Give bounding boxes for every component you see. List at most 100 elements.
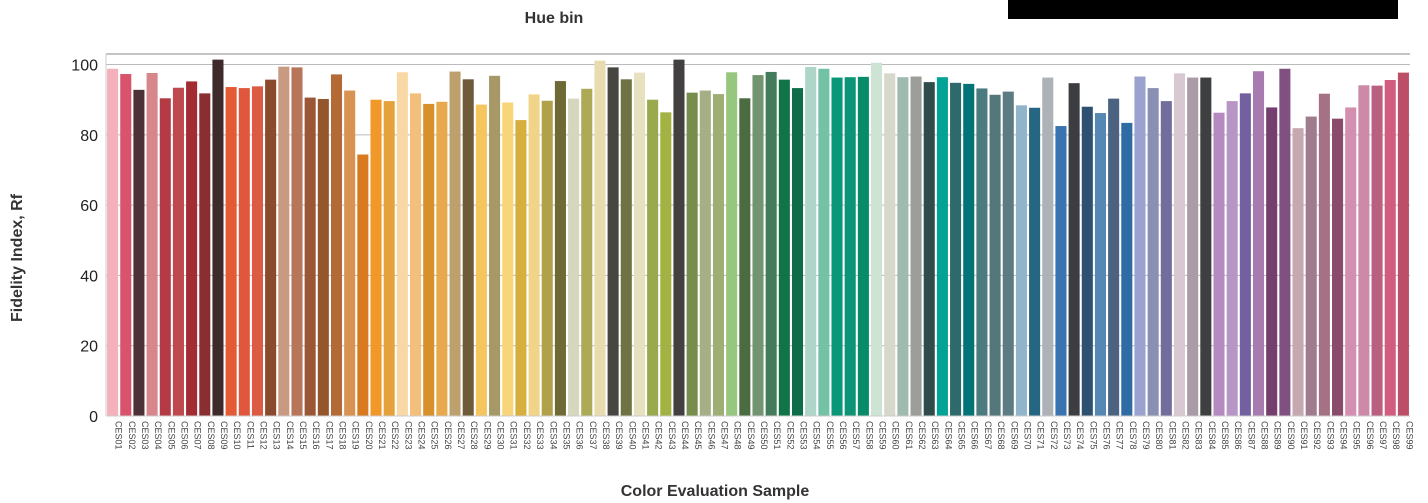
bar-ces95 bbox=[1345, 107, 1357, 416]
bar-ces22 bbox=[383, 101, 395, 416]
x-tick-label: CES12 bbox=[258, 421, 268, 450]
bar-ces50 bbox=[752, 75, 764, 417]
x-tick-label: CES48 bbox=[733, 421, 743, 450]
bar-ces06 bbox=[172, 87, 184, 416]
x-tick-label: CES37 bbox=[588, 421, 598, 450]
bar-ces77 bbox=[1108, 98, 1120, 416]
bar-ces83 bbox=[1187, 77, 1199, 416]
x-tick-label: CES32 bbox=[522, 421, 532, 450]
bar-ces14 bbox=[278, 66, 290, 416]
x-tick-label: CES66 bbox=[970, 421, 980, 450]
bar-ces74 bbox=[1068, 83, 1080, 417]
x-tick-label: CES45 bbox=[693, 421, 703, 450]
x-tick-label: CES59 bbox=[878, 421, 888, 450]
x-tick-label: CES09 bbox=[219, 421, 229, 450]
bar-ces44 bbox=[673, 59, 685, 417]
x-tick-label: CES31 bbox=[509, 421, 519, 450]
bar-ces18 bbox=[330, 74, 343, 417]
x-tick-label: CES01 bbox=[114, 421, 124, 450]
bar-ces56 bbox=[831, 77, 843, 416]
bar-ces01 bbox=[107, 68, 119, 416]
bar-ces32 bbox=[515, 120, 527, 416]
bar-ces85 bbox=[1213, 112, 1225, 416]
x-tick-labels: CES01 CES02 CES03 CES04 CES05 CES06 CES07 CES08… bbox=[114, 421, 1415, 450]
bar-ces31 bbox=[502, 102, 514, 416]
x-tick-label: CES67 bbox=[983, 421, 993, 450]
bar-ces84 bbox=[1200, 77, 1212, 416]
bar-ces76 bbox=[1094, 113, 1106, 416]
bar-ces25 bbox=[423, 103, 435, 416]
x-tick-label: CES96 bbox=[1365, 421, 1375, 450]
bar-ces48 bbox=[726, 72, 738, 416]
legend-box bbox=[1008, 0, 1398, 19]
x-tick-label: CES71 bbox=[1036, 421, 1046, 450]
chart-title: Hue bin bbox=[525, 10, 584, 27]
bar-ces38 bbox=[594, 60, 606, 416]
x-tick-label: CES69 bbox=[1009, 421, 1019, 450]
x-tick-label: CES14 bbox=[285, 421, 295, 450]
x-tick-label: CES25 bbox=[430, 421, 440, 450]
x-tick-label: CES86 bbox=[1233, 421, 1243, 450]
bar-ces20 bbox=[357, 154, 369, 416]
x-tick-label: CES75 bbox=[1088, 421, 1098, 450]
x-tick-label: CES44 bbox=[680, 421, 690, 450]
x-tick-label: CES93 bbox=[1325, 421, 1335, 450]
x-tick-label: CES30 bbox=[496, 421, 506, 450]
x-tick-label: CES77 bbox=[1115, 421, 1125, 450]
bar-ces87 bbox=[1239, 93, 1251, 417]
y-tick-label: 20 bbox=[80, 339, 98, 356]
x-tick-label: CES80 bbox=[1154, 421, 1164, 450]
x-tick-label: CES11 bbox=[245, 421, 255, 449]
x-tick-label: CES58 bbox=[864, 421, 874, 450]
x-tick-label: CES17 bbox=[324, 421, 334, 450]
bar-ces94 bbox=[1332, 118, 1344, 416]
bar-ces66 bbox=[963, 83, 975, 417]
x-tick-label: CES24 bbox=[417, 421, 427, 450]
bar-ces81 bbox=[1160, 101, 1172, 416]
bar-ces68 bbox=[989, 94, 1001, 417]
bar-ces59 bbox=[871, 62, 883, 416]
bar-ces65 bbox=[950, 82, 962, 416]
x-tick-label: CES46 bbox=[706, 421, 716, 450]
x-tick-label: CES97 bbox=[1378, 421, 1388, 450]
x-tick-label: CES10 bbox=[232, 421, 242, 450]
x-tick-label: CES19 bbox=[351, 421, 361, 450]
x-tick-label: CES84 bbox=[1207, 421, 1217, 450]
x-tick-label: CES68 bbox=[996, 421, 1006, 450]
x-tick-label: CES74 bbox=[1075, 421, 1085, 450]
bar-ces79 bbox=[1134, 76, 1146, 417]
bar-ces23 bbox=[396, 72, 408, 416]
x-tick-label: CES36 bbox=[575, 421, 585, 450]
bar-ces07 bbox=[186, 81, 198, 417]
x-tick-label: CES35 bbox=[561, 421, 571, 450]
x-tick-label: CES81 bbox=[1167, 421, 1177, 450]
x-tick-label: CES07 bbox=[193, 421, 203, 450]
x-tick-label: CES88 bbox=[1260, 421, 1270, 450]
bar-ces11 bbox=[238, 88, 250, 417]
bar-ces37 bbox=[581, 88, 593, 416]
bar-ces34 bbox=[541, 100, 553, 417]
x-tick-label: CES38 bbox=[601, 421, 611, 450]
bar-ces70 bbox=[1015, 105, 1027, 416]
x-tick-label: CES65 bbox=[957, 421, 967, 450]
bar-ces29 bbox=[475, 104, 487, 416]
x-tick-label: CES33 bbox=[535, 421, 545, 450]
x-tick-label: CES23 bbox=[403, 421, 413, 450]
x-tick-label: CES53 bbox=[799, 421, 809, 450]
bar-ces13 bbox=[265, 79, 277, 416]
y-axis-label: Fidelity Index, Rf bbox=[9, 193, 26, 322]
bar-ces09 bbox=[212, 59, 224, 417]
bar-ces35 bbox=[554, 81, 566, 416]
bar-ces71 bbox=[1029, 107, 1041, 416]
bar-ces08 bbox=[199, 93, 211, 417]
x-tick-label: CES05 bbox=[166, 421, 176, 450]
x-tick-label: CES47 bbox=[719, 421, 729, 450]
bar-ces16 bbox=[304, 97, 316, 417]
y-tick-label: 100 bbox=[71, 58, 98, 75]
bar-ces36 bbox=[568, 98, 580, 416]
bar-ces97 bbox=[1371, 85, 1383, 416]
x-tick-label: CES39 bbox=[614, 421, 624, 450]
bar-ces53 bbox=[791, 88, 804, 417]
x-tick-label: CES64 bbox=[943, 421, 953, 450]
